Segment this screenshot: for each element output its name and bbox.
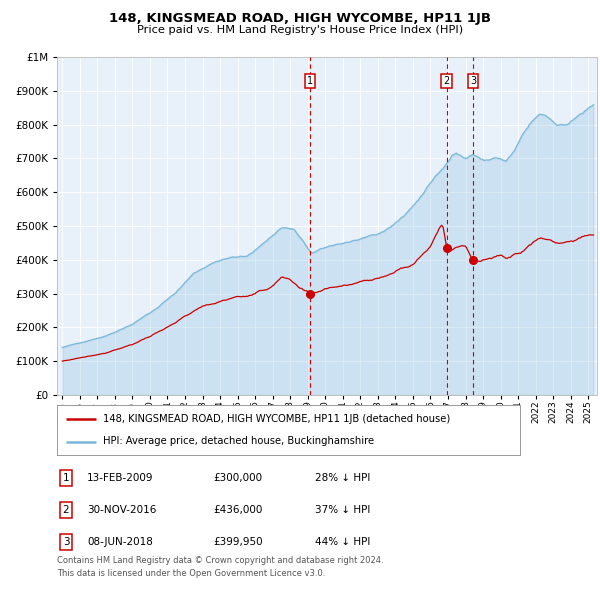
Text: 1: 1	[62, 473, 70, 483]
Text: 3: 3	[62, 537, 70, 547]
Text: 28% ↓ HPI: 28% ↓ HPI	[315, 473, 370, 483]
Text: 148, KINGSMEAD ROAD, HIGH WYCOMBE, HP11 1JB: 148, KINGSMEAD ROAD, HIGH WYCOMBE, HP11 …	[109, 12, 491, 25]
Text: 2: 2	[443, 76, 449, 86]
Text: 37% ↓ HPI: 37% ↓ HPI	[315, 505, 370, 515]
Text: £300,000: £300,000	[213, 473, 262, 483]
Text: This data is licensed under the Open Government Licence v3.0.: This data is licensed under the Open Gov…	[57, 569, 325, 578]
Text: 13-FEB-2009: 13-FEB-2009	[87, 473, 154, 483]
Text: HPI: Average price, detached house, Buckinghamshire: HPI: Average price, detached house, Buck…	[103, 437, 374, 447]
Text: 3: 3	[470, 76, 476, 86]
Text: 1: 1	[307, 76, 313, 86]
Text: Contains HM Land Registry data © Crown copyright and database right 2024.: Contains HM Land Registry data © Crown c…	[57, 556, 383, 565]
Text: 44% ↓ HPI: 44% ↓ HPI	[315, 537, 370, 547]
Text: £436,000: £436,000	[213, 505, 262, 515]
Text: 08-JUN-2018: 08-JUN-2018	[87, 537, 153, 547]
Text: £399,950: £399,950	[213, 537, 263, 547]
Text: Price paid vs. HM Land Registry's House Price Index (HPI): Price paid vs. HM Land Registry's House …	[137, 25, 463, 35]
Text: 2: 2	[62, 505, 70, 515]
Text: 30-NOV-2016: 30-NOV-2016	[87, 505, 157, 515]
Text: 148, KINGSMEAD ROAD, HIGH WYCOMBE, HP11 1JB (detached house): 148, KINGSMEAD ROAD, HIGH WYCOMBE, HP11 …	[103, 414, 451, 424]
